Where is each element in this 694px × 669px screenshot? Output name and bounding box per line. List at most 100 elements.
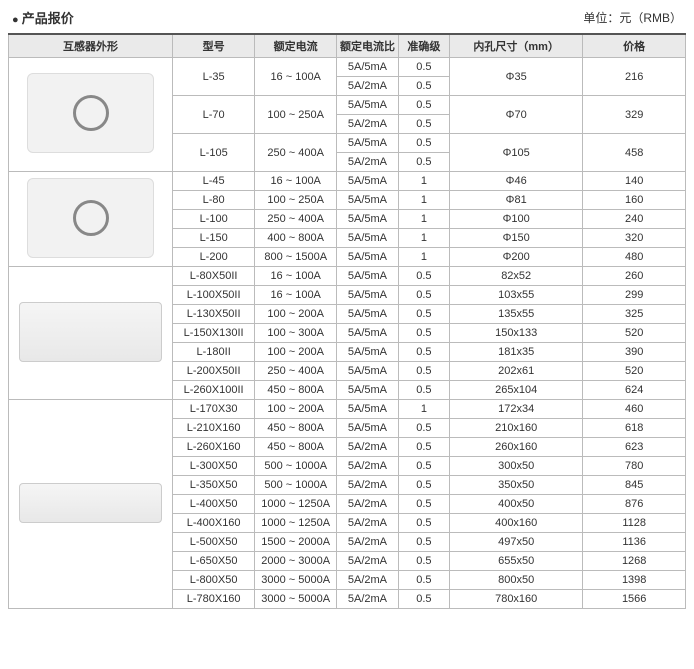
cell-hole: 800x50 [450,571,583,590]
cell-price: 624 [583,381,686,400]
cell-ratio: 5A/2mA [337,77,399,96]
cell-ratio: 5A/5mA [337,191,399,210]
col-price: 价格 [583,34,686,58]
cell-ratio: 5A/5mA [337,267,399,286]
cell-ratio: 5A/5mA [337,305,399,324]
cell-model: L-400X160 [173,514,255,533]
cell-rated: 16 ~ 100A [255,58,337,96]
col-acc: 准确级 [398,34,449,58]
cell-hole: Φ100 [450,210,583,229]
cell-model: L-70 [173,96,255,134]
cell-ratio: 5A/2mA [337,438,399,457]
cell-hole: 350x50 [450,476,583,495]
cell-acc: 0.5 [398,457,449,476]
cell-model: L-780X160 [173,590,255,609]
cell-price: 1566 [583,590,686,609]
cell-model: L-210X160 [173,419,255,438]
cell-hole: 265x104 [450,381,583,400]
cell-price: 520 [583,362,686,381]
cell-ratio: 5A/5mA [337,210,399,229]
cell-hole: Φ70 [450,96,583,134]
cell-rated: 450 ~ 800A [255,438,337,457]
shape-image-4 [9,400,173,609]
shape-image-2 [9,172,173,267]
cell-ratio: 5A/5mA [337,324,399,343]
cell-model: L-400X50 [173,495,255,514]
cell-price: 140 [583,172,686,191]
col-rated: 额定电流 [255,34,337,58]
cell-model: L-800X50 [173,571,255,590]
cell-hole: 655x50 [450,552,583,571]
cell-rated: 100 ~ 200A [255,305,337,324]
cell-price: 390 [583,343,686,362]
cell-model: L-150 [173,229,255,248]
cell-model: L-300X50 [173,457,255,476]
cell-price: 299 [583,286,686,305]
cell-acc: 0.5 [398,343,449,362]
cell-rated: 250 ~ 400A [255,210,337,229]
col-hole: 内孔尺寸（mm） [450,34,583,58]
cell-rated: 100 ~ 200A [255,400,337,419]
cell-price: 520 [583,324,686,343]
cell-model: L-150X130II [173,324,255,343]
cell-model: L-650X50 [173,552,255,571]
cell-price: 1136 [583,533,686,552]
shape-image-3 [9,267,173,400]
cell-hole: 82x52 [450,267,583,286]
cell-ratio: 5A/2mA [337,514,399,533]
cell-acc: 0.5 [398,438,449,457]
cell-rated: 800 ~ 1500A [255,248,337,267]
cell-ratio: 5A/2mA [337,457,399,476]
cell-ratio: 5A/5mA [337,248,399,267]
cell-ratio: 5A/5mA [337,229,399,248]
cell-hole: 181x35 [450,343,583,362]
cell-acc: 0.5 [398,571,449,590]
cell-model: L-100X50II [173,286,255,305]
table-row: L-80X50II16 ~ 100A5A/5mA0.582x52260 [9,267,686,286]
cell-model: L-105 [173,134,255,172]
cell-acc: 0.5 [398,58,449,77]
cell-hole: 400x50 [450,495,583,514]
cell-price: 623 [583,438,686,457]
cell-price: 460 [583,400,686,419]
table-row: L-170X30100 ~ 200A5A/5mA1172x34460 [9,400,686,419]
cell-price: 240 [583,210,686,229]
unit-label: 单位：元（RMB） [583,9,682,26]
cell-price: 845 [583,476,686,495]
cell-rated: 100 ~ 250A [255,96,337,134]
cell-hole: Φ46 [450,172,583,191]
cell-model: L-80X50II [173,267,255,286]
cell-rated: 500 ~ 1000A [255,476,337,495]
cell-rated: 1500 ~ 2000A [255,533,337,552]
cell-rated: 450 ~ 800A [255,381,337,400]
cell-price: 618 [583,419,686,438]
cell-hole: Φ35 [450,58,583,96]
cell-rated: 16 ~ 100A [255,286,337,305]
cell-rated: 3000 ~ 5000A [255,590,337,609]
cell-acc: 1 [398,191,449,210]
cell-acc: 0.5 [398,267,449,286]
cell-ratio: 5A/2mA [337,533,399,552]
cell-acc: 0.5 [398,419,449,438]
cell-rated: 3000 ~ 5000A [255,571,337,590]
cell-model: L-200 [173,248,255,267]
table-header-row: 互感器外形 型号 额定电流 额定电流比 准确级 内孔尺寸（mm） 价格 [9,34,686,58]
cell-acc: 0.5 [398,590,449,609]
cell-hole: Φ150 [450,229,583,248]
cell-price: 876 [583,495,686,514]
cell-hole: Φ105 [450,134,583,172]
cell-rated: 1000 ~ 1250A [255,514,337,533]
cell-hole: 103x55 [450,286,583,305]
cell-price: 325 [583,305,686,324]
cell-price: 260 [583,267,686,286]
cell-rated: 250 ~ 400A [255,134,337,172]
cell-acc: 0.5 [398,533,449,552]
cell-model: L-350X50 [173,476,255,495]
cell-hole: 400x160 [450,514,583,533]
cell-hole: 300x50 [450,457,583,476]
cell-acc: 1 [398,400,449,419]
cell-price: 320 [583,229,686,248]
cell-model: L-260X160 [173,438,255,457]
cell-acc: 0.5 [398,362,449,381]
cell-rated: 100 ~ 250A [255,191,337,210]
